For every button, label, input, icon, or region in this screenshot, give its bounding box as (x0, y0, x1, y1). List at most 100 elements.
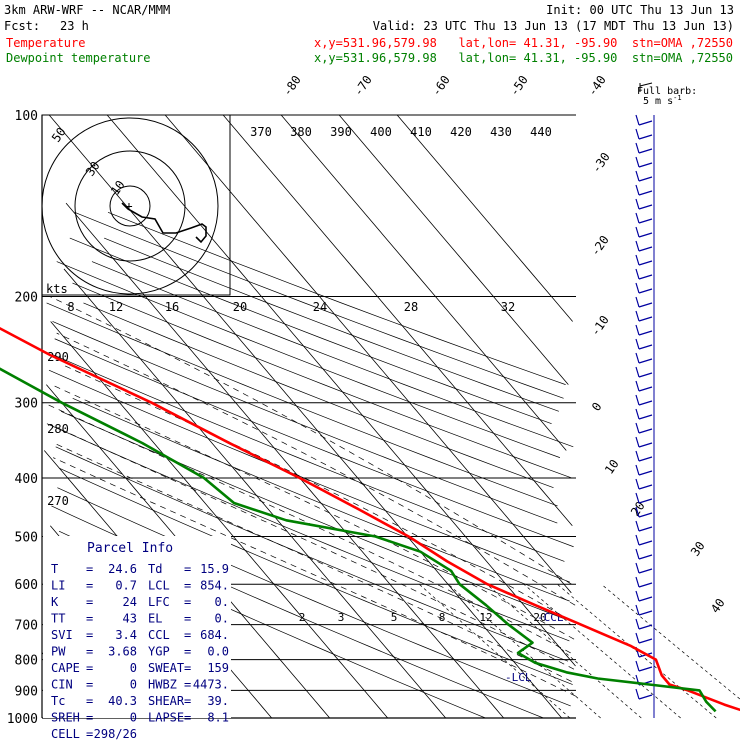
pressure-tick-900: 900 (15, 684, 38, 699)
wind-barb-flag (638, 638, 653, 644)
wind-barb-flag (638, 372, 653, 378)
parcel-info-cell: 3.4 (115, 628, 137, 642)
parcel-info-cell: 15.9 (200, 562, 229, 576)
pressure-tick-800: 800 (15, 654, 38, 669)
wind-barb-staff (635, 464, 640, 476)
parcel-info-cell: = (184, 595, 191, 609)
isotherm-40 (338, 114, 569, 385)
moist-adiabat-0 (53, 457, 576, 697)
wind-barb-staff (635, 324, 640, 336)
pressure-tick-300: 300 (15, 397, 38, 412)
dewpoint-label: Dewpoint temperature (6, 51, 151, 65)
dry-adiabat-430 (104, 237, 559, 412)
wind-barb-flag (638, 414, 653, 420)
hodograph-scale-label: 24 (313, 300, 327, 314)
pressure-tick-1000: 1000 (7, 712, 38, 727)
pressure-tick-700: 700 (15, 619, 38, 634)
wind-barb-staff (635, 366, 640, 378)
parcel-info-cell: = (86, 727, 93, 740)
hodograph-scale-label: 32 (501, 300, 515, 314)
parcel-info-cell: = (184, 612, 191, 626)
wind-barb-flag (638, 470, 653, 476)
parcel-info-cell: = (184, 579, 191, 593)
theta-label: 400 (370, 125, 392, 139)
dry-adiabat-340 (53, 354, 565, 562)
parcel-info-cell: CCL (148, 628, 170, 642)
hodograph-ring-label-30: 30 (83, 159, 103, 179)
mixing-ratio-12 (557, 583, 717, 719)
wind-barb-flag (638, 666, 653, 672)
hodograph-ring-label-10: 10 (108, 178, 128, 198)
parcel-info-cell: 43 (123, 612, 137, 626)
barb-legend-title: Full barb: (637, 86, 697, 97)
isotherm-label: -10 (588, 313, 612, 339)
mixing-ratio-5 (486, 583, 642, 719)
dry-adiabat-390 (72, 282, 573, 479)
moist-adiabat-1 (53, 442, 572, 682)
mixing-ratio-label: 8 (439, 611, 446, 624)
mixing-ratio-8 (523, 583, 681, 719)
wind-barb-flag (638, 442, 653, 448)
pressure-tick-100: 100 (15, 109, 38, 124)
temperature-profile (0, 326, 740, 712)
hodograph-ring-50 (41, 117, 219, 295)
theta-left-label: 280 (47, 422, 69, 436)
dry-adiabat-380 (83, 302, 554, 489)
barb-legend-units-text: 5 m s (643, 96, 673, 107)
parcel-info-cell: = (86, 595, 93, 609)
parcel-info-cell: K (51, 595, 59, 609)
wind-barb-staff (635, 506, 640, 518)
kts-label: kts (46, 282, 68, 296)
barb-legend-flag (639, 82, 653, 87)
parcel-info-cell: = (184, 661, 191, 675)
wind-barb-flag (638, 190, 653, 196)
parcel-info-cell: 39. (207, 694, 229, 708)
parcel-info-cell: 8.1 (207, 711, 229, 725)
parcel-info-cell: YGP (148, 645, 170, 659)
wind-barb-staff (635, 576, 640, 588)
theta-label: 380 (290, 125, 312, 139)
chart-marks (0, 326, 740, 713)
hodograph-scale-label: 8 (67, 300, 74, 314)
wind-barb-staff (635, 604, 640, 616)
mixing-ratio-label: 3 (338, 611, 345, 624)
wind-barb-staff (635, 310, 640, 322)
wind-barb-staff (635, 436, 640, 448)
wind-barb-staff (635, 618, 640, 630)
wind-barb-flag (638, 260, 653, 266)
dry-adiabat-450 (107, 211, 566, 385)
parcel-info-cell: 3.68 (108, 645, 137, 659)
dry-adiabat-400 (56, 261, 561, 458)
wind-barb-staff (635, 254, 640, 266)
barb-legend-units: 5 m s-1 (643, 94, 682, 107)
wind-barb-flag (638, 316, 653, 322)
wind-barb-staff (635, 142, 640, 154)
hodograph-ring-10 (109, 185, 151, 227)
wind-barb-staff (635, 380, 640, 392)
isotherm--20 (65, 202, 505, 719)
wind-barb-staff (635, 282, 640, 294)
parcel-info-cell: 0.7 (115, 579, 137, 593)
parcel-info-cell: = (184, 678, 191, 692)
wind-barb-staff (635, 590, 640, 602)
wind-barb-flag (638, 428, 653, 434)
mixing-ratio-3 (448, 583, 601, 719)
isotherm-50 (396, 114, 573, 322)
wind-barb-staff (635, 198, 640, 210)
parcel-info-cell: 0 (130, 661, 137, 675)
parcel-info-cell: 0.0 (207, 645, 229, 659)
parcel-info-cell: = (184, 628, 191, 642)
isotherm-0 (106, 114, 576, 667)
isotherm-label: -30 (589, 150, 613, 176)
wind-barb-flag (638, 386, 653, 392)
isotherm-label: -20 (588, 233, 612, 259)
wind-barb-flag (638, 554, 653, 560)
hodograph-ring-label-50: 50 (49, 125, 69, 145)
dry-adiabat-440 (74, 211, 564, 399)
hodograph-scale-label: 20 (233, 300, 247, 314)
pressure-tick-500: 500 (15, 530, 38, 545)
wind-barb-staff (635, 408, 640, 420)
moist-adiabat-5 (63, 364, 572, 622)
dry-adiabat-300 (46, 423, 570, 642)
